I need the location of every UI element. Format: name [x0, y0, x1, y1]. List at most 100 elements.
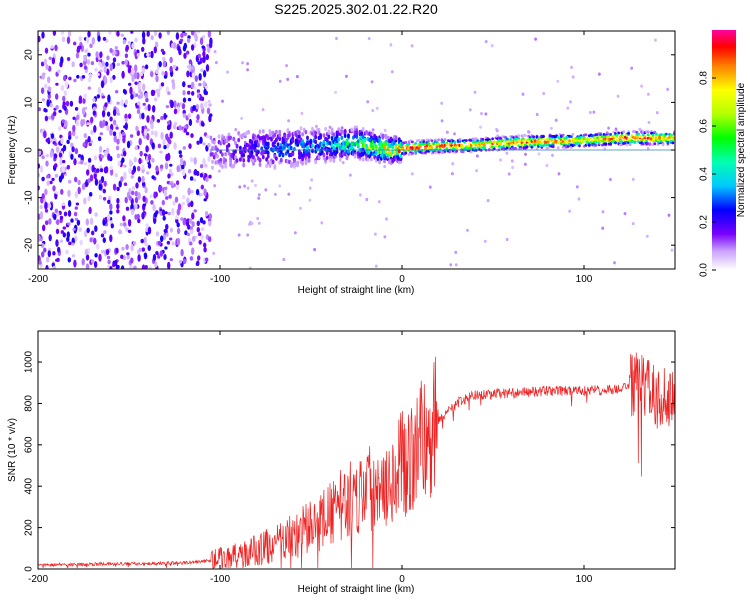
- spectrogram-cell: [203, 173, 208, 178]
- y-tick-label: -10: [24, 190, 35, 205]
- spectrogram-cell: [114, 259, 118, 267]
- spectrogram-cell: [146, 128, 150, 132]
- spectrogram-cell: [157, 143, 162, 149]
- spectrogram-cell: [551, 153, 554, 157]
- spectrogram-cell: [237, 137, 241, 143]
- spectrogram-cell: [85, 254, 90, 261]
- spectrogram-cell: [169, 65, 173, 73]
- spectrogram-cell: [242, 162, 246, 167]
- spectrogram-cell: [594, 143, 598, 147]
- spectrogram-cell: [78, 45, 82, 50]
- spectrogram-cell: [127, 66, 132, 74]
- spectrogram-cell: [307, 152, 311, 157]
- spectrogram-cell: [183, 32, 188, 36]
- spectrogram-cell: [430, 146, 434, 149]
- spectrogram-cell: [265, 163, 268, 169]
- spectrogram-cell: [501, 139, 504, 143]
- spectrogram-cell: [633, 140, 637, 144]
- spectrogram-cell: [257, 142, 260, 147]
- spectrogram-cell: [411, 146, 414, 150]
- spectrogram-cell: [121, 157, 125, 163]
- spectrogram-cell: [90, 61, 95, 66]
- spectrogram-cell: [60, 31, 65, 36]
- spectrogram-cell: [145, 145, 149, 153]
- spectrogram-cell: [140, 238, 144, 244]
- spectrogram-cell: [189, 241, 193, 246]
- spectrogram-cell: [64, 120, 68, 128]
- spectrogram-cell: [619, 138, 622, 141]
- spectrogram-cell: [378, 159, 381, 165]
- spectrogram-cell: [126, 140, 131, 149]
- spectrogram-cell: [616, 94, 620, 98]
- spectrogram-cell: [52, 265, 56, 269]
- spectrogram-cell: [366, 157, 370, 162]
- spectrogram-cell: [74, 206, 79, 210]
- spectrogram-cell: [189, 226, 194, 230]
- spectrogram-cell: [71, 254, 76, 258]
- spectrogram-cell: [266, 150, 270, 156]
- spectrogram-cell: [169, 163, 173, 167]
- spectrogram-cell: [550, 138, 553, 142]
- spectrogram-cell: [603, 147, 607, 151]
- spectrogram-cell: [54, 163, 58, 168]
- spectrogram-cell: [86, 122, 90, 126]
- spectrogram-cell: [81, 258, 85, 266]
- spectrogram-cell: [55, 228, 60, 235]
- spectrogram-cell: [208, 213, 212, 220]
- spectrogram-cell: [186, 70, 190, 78]
- spectrogram-cell: [410, 44, 414, 48]
- spectrogram-cell: [229, 135, 233, 140]
- spectrogram-cell: [72, 116, 76, 121]
- spectrogram-cell: [417, 146, 421, 150]
- spectrogram-cell: [59, 239, 64, 243]
- colorbar-tick-label: 0.8: [699, 71, 710, 85]
- spectrogram-cell: [191, 221, 195, 228]
- spectrogram-cell: [98, 145, 103, 153]
- spectrogram-cell: [286, 77, 290, 81]
- spectrogram-cell: [39, 211, 44, 220]
- spectrogram-cell: [40, 87, 45, 94]
- spectrogram-cell: [83, 133, 88, 139]
- spectrogram-cell: [607, 134, 611, 138]
- spectrogram-cell: [202, 80, 206, 88]
- spectrogram-cell: [153, 46, 157, 54]
- spectrogram-cell: [58, 175, 63, 183]
- spectrogram-cell: [519, 147, 522, 151]
- spectrogram-cell: [491, 137, 494, 141]
- spectrogram-cell: [204, 85, 209, 89]
- spectrogram-cell: [62, 159, 66, 164]
- spectrogram-cell: [232, 136, 236, 142]
- spectrogram-cell: [77, 186, 81, 195]
- spectrogram-cell: [440, 101, 444, 105]
- spectrogram-cell: [103, 180, 107, 187]
- spectrogram-cell: [655, 132, 658, 136]
- spectrogram-cell: [386, 136, 390, 141]
- spectrogram-cell: [39, 204, 43, 210]
- spectrogram-cell: [55, 82, 59, 86]
- spectrogram-cell: [181, 103, 186, 110]
- spectrogram-cell: [41, 242, 45, 249]
- spectrogram-cell: [89, 237, 93, 243]
- spectrogram-cell: [156, 88, 161, 93]
- spectrogram-cell: [123, 125, 127, 129]
- spectrogram-cell: [155, 251, 159, 255]
- spectrogram-cell: [218, 169, 221, 173]
- spectrogram-cell: [458, 140, 462, 143]
- spectrogram-cell: [121, 60, 125, 65]
- spectrogram-cell: [174, 196, 179, 203]
- spectrogram-cell: [301, 161, 304, 166]
- spectrogram-cell: [186, 50, 190, 55]
- spectrogram-cell: [127, 41, 131, 45]
- spectrogram-cell: [474, 137, 478, 141]
- spectrogram-cell: [401, 143, 404, 146]
- spectrogram-cell: [627, 132, 630, 135]
- spectrogram-cell: [197, 31, 201, 34]
- spectrogram-cell: [64, 81, 69, 89]
- spectrogram-cell: [666, 141, 670, 144]
- spectrogram-cell: [87, 136, 91, 143]
- spectrogram-cell: [204, 211, 209, 217]
- spectrogram-cell: [102, 237, 107, 243]
- spectrogram-cell: [274, 192, 277, 196]
- spectrogram-cell: [76, 114, 80, 121]
- spectrogram-cell: [261, 108, 265, 112]
